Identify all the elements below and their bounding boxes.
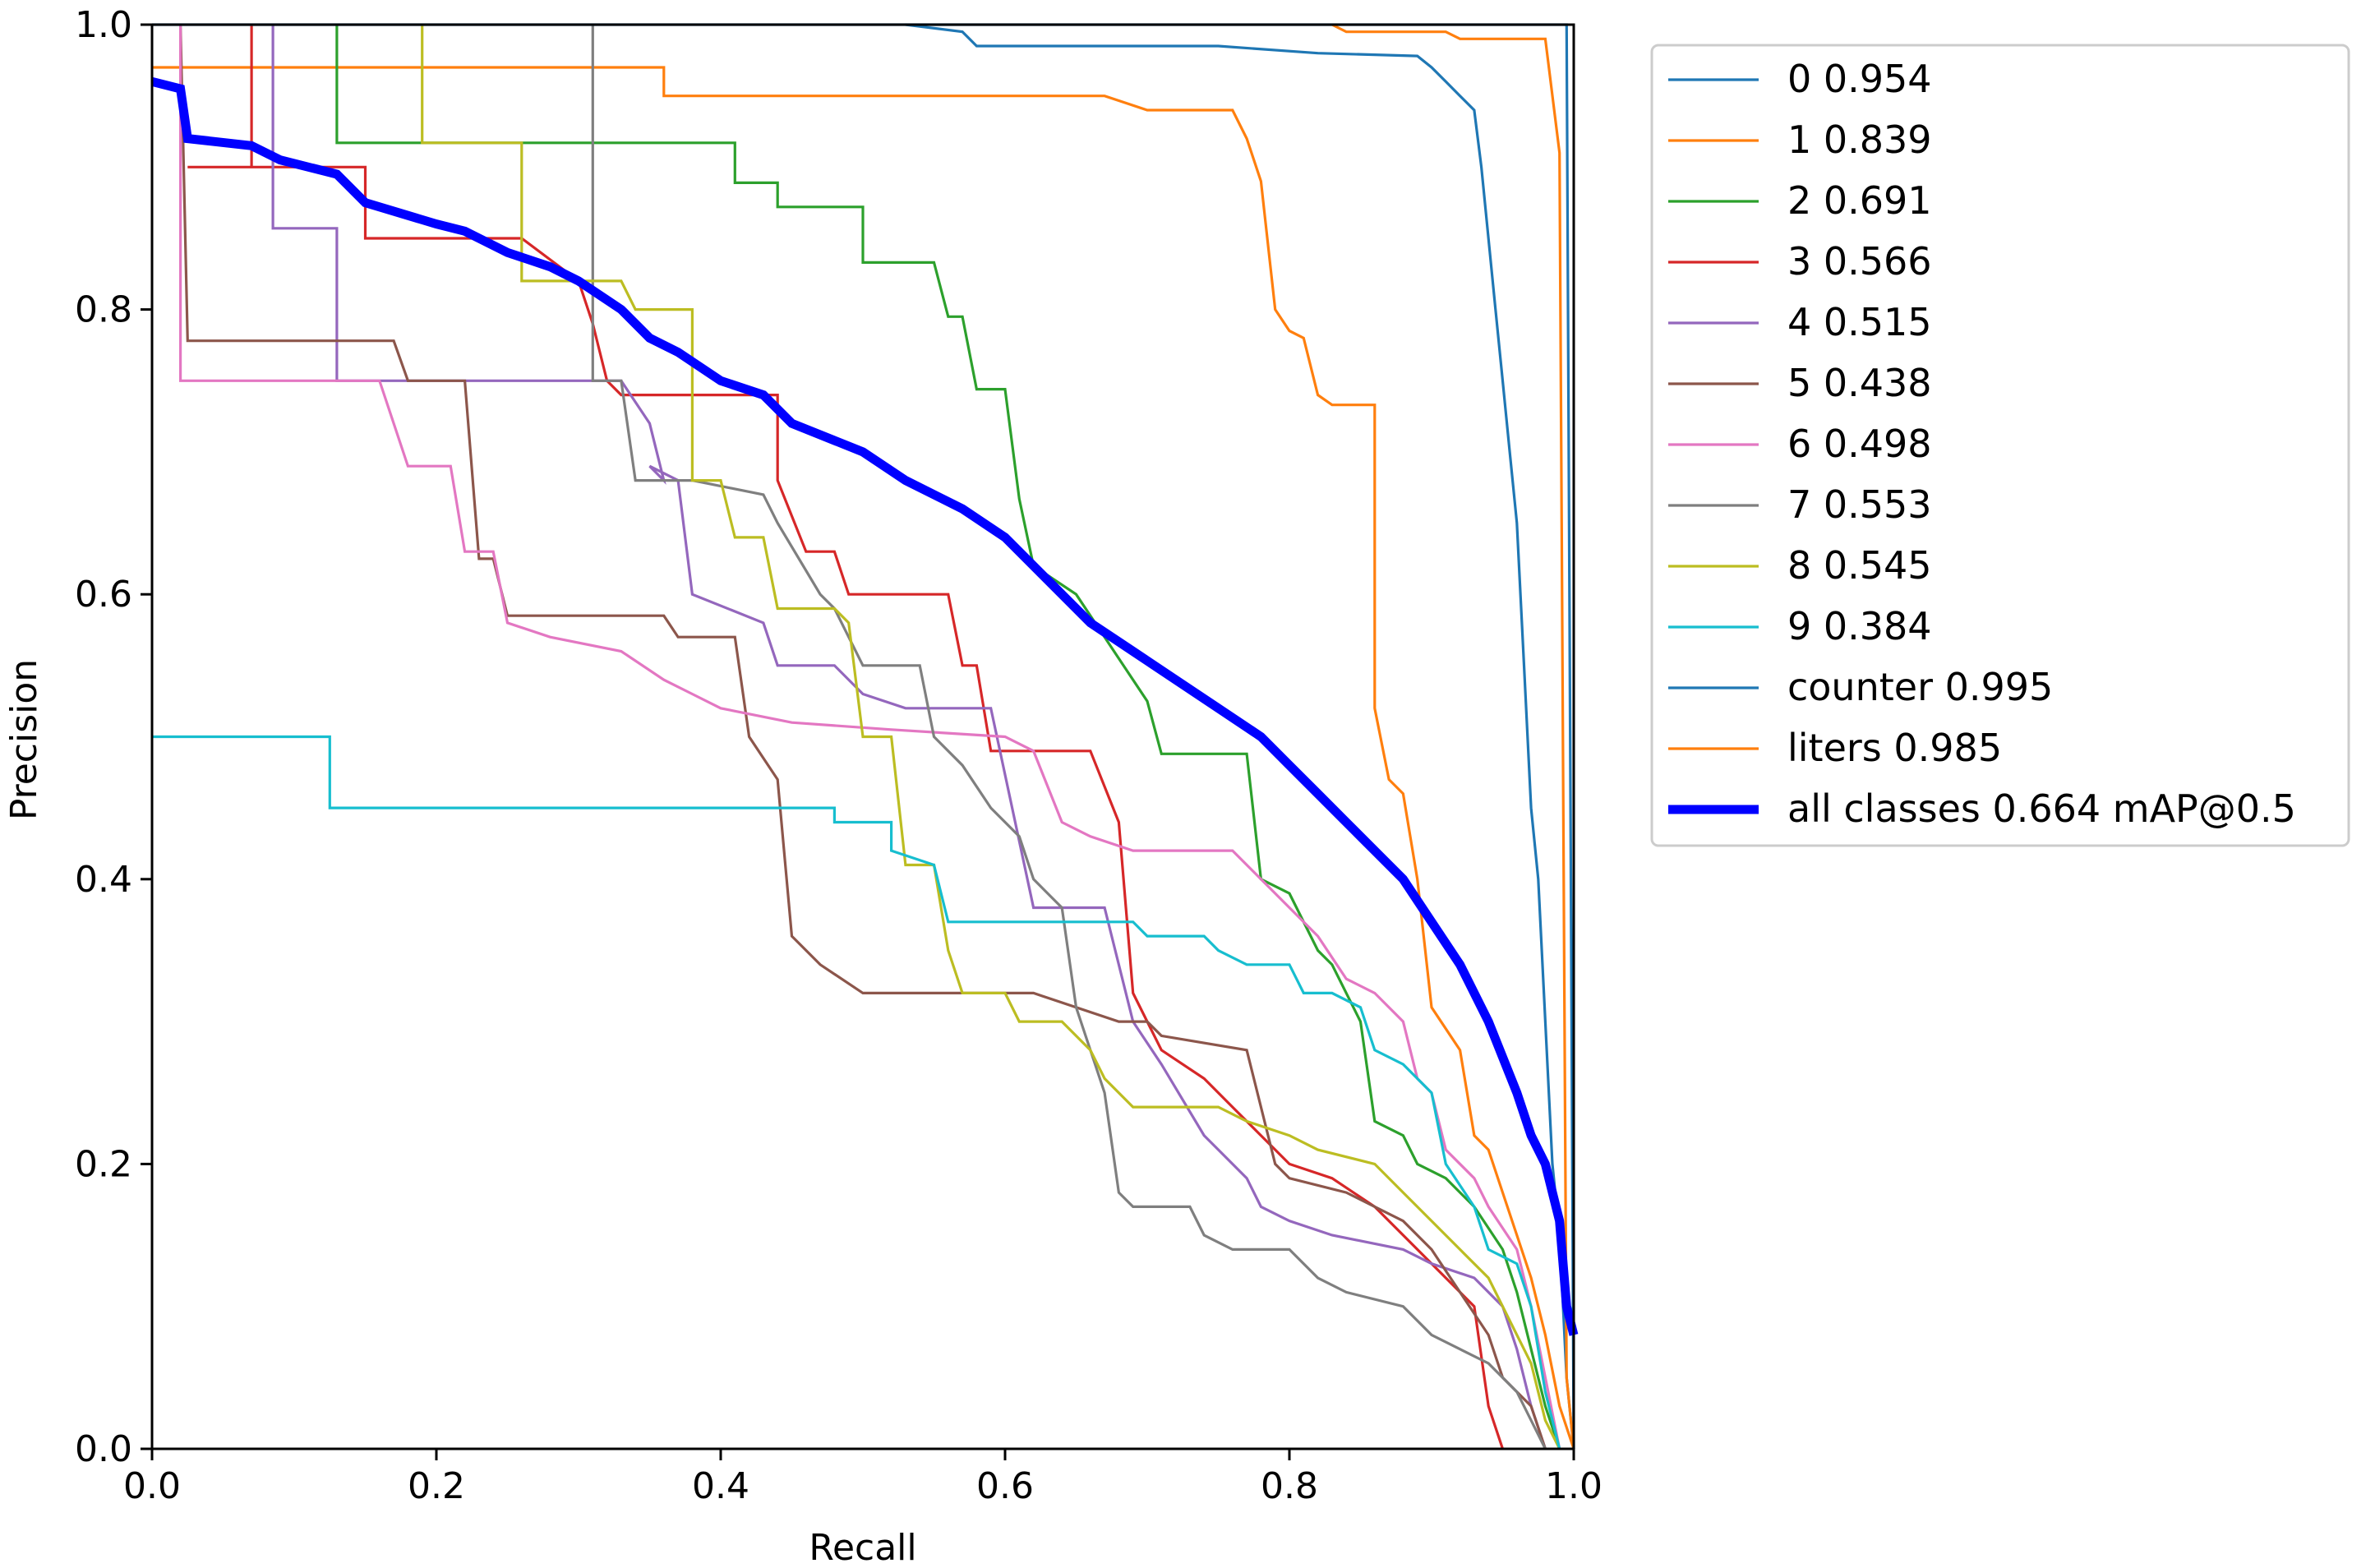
x-tick-label: 0.8 xyxy=(1261,1465,1318,1507)
legend-label-9: 9 0.384 xyxy=(1787,604,1932,648)
legend-label-7: 7 0.553 xyxy=(1787,482,1932,527)
legend-label-0: 0 0.954 xyxy=(1787,57,1932,101)
y-tick-label: 0.4 xyxy=(75,859,132,901)
legend-label-4: 4 0.515 xyxy=(1787,300,1932,344)
series-line-5 xyxy=(179,24,1547,1450)
legend-label-3: 3 0.566 xyxy=(1787,239,1932,284)
series-line-3 xyxy=(187,25,1505,1450)
legend-label-counter: counter 0.995 xyxy=(1787,665,2053,709)
legend-label-2: 2 0.691 xyxy=(1787,178,1932,223)
series-line-4 xyxy=(271,25,1547,1450)
x-tick-label: 0.0 xyxy=(123,1465,181,1507)
y-tick-label: 0.2 xyxy=(75,1143,132,1185)
x-axis-label: Recall xyxy=(809,1527,916,1568)
legend-label-all-classes: all classes 0.664 mAP@0.5 xyxy=(1787,786,2296,831)
legend-label-5: 5 0.438 xyxy=(1787,361,1932,405)
legend-label-1: 1 0.839 xyxy=(1787,118,1932,162)
y-tick-label: 1.0 xyxy=(75,4,132,46)
series-line-9 xyxy=(152,735,1561,1450)
legend: 0 0.954 1 0.839 2 0.691 3 0.566 4 0.515 5 0.4… xyxy=(1650,44,2350,847)
y-tick-label: 0.8 xyxy=(75,289,132,331)
y-axis-label: Precision xyxy=(3,659,45,820)
x-tick-label: 0.6 xyxy=(976,1465,1034,1507)
y-tick-label: 0.6 xyxy=(75,574,132,616)
legend-label-8: 8 0.545 xyxy=(1787,543,1932,588)
series-line-liters xyxy=(1331,23,1575,1450)
legend-label-6: 6 0.498 xyxy=(1787,422,1932,466)
x-tick-label: 0.2 xyxy=(408,1465,465,1507)
legend-box xyxy=(1650,44,2350,847)
x-tick-label: 1.0 xyxy=(1545,1465,1603,1507)
x-tick-label: 0.4 xyxy=(692,1465,749,1507)
plot-frame xyxy=(150,23,1575,1450)
y-tick-label: 0.0 xyxy=(75,1428,132,1470)
series-line-6 xyxy=(179,25,1561,1450)
series-line-all-classes xyxy=(150,76,1579,1336)
series-line-1 xyxy=(152,66,1575,1450)
axis-ticks: 0.0 0.2 0.4 0.6 0.8 1.0 0.0 0.2 0.4 0.6 0.8 1.0 xyxy=(75,4,1603,1507)
series-line-2 xyxy=(335,25,1561,1450)
legend-label-liters: liters 0.985 xyxy=(1787,726,2002,770)
series-line-7 xyxy=(591,25,1547,1450)
series-line-0 xyxy=(905,23,1575,1450)
